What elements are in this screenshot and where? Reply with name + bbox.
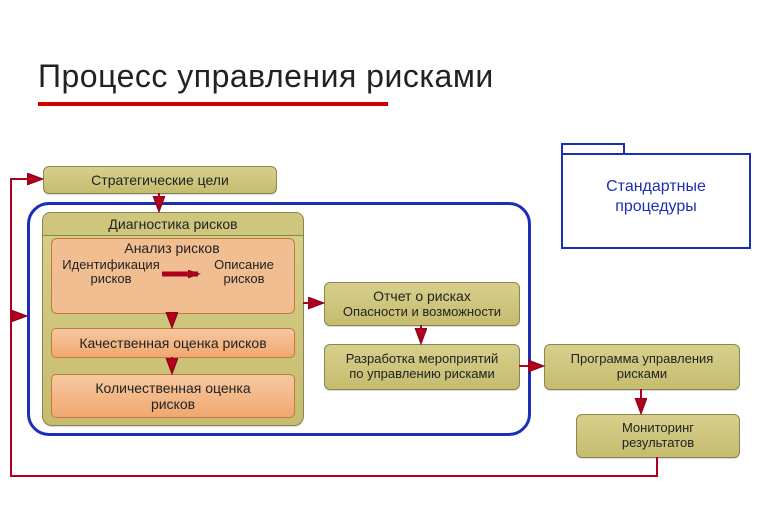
procedures-line2: процедуры [615, 198, 697, 215]
label-meas-2: по управлению рисками [349, 367, 495, 382]
label-prog-1: Программа управления [571, 352, 714, 367]
text-desc-1: Описание [214, 257, 274, 272]
label-description: Описание рисков [200, 258, 288, 287]
label-meas-1: Разработка мероприятий [346, 352, 499, 367]
text-ident-2: рисков [91, 271, 132, 286]
header-diagnostics: Диагностика рисков [42, 212, 304, 236]
box-monitoring: Мониторинг результатов [576, 414, 740, 458]
label-quant-1: Количественная оценка [95, 380, 250, 396]
page-title: Процесс управления рисками [38, 58, 494, 95]
diagram-canvas: Процесс управления рисками Стандартные п… [0, 0, 768, 512]
title-underline [38, 102, 388, 106]
text-ident-1: Идентификация [62, 257, 159, 272]
label-mon-1: Мониторинг [622, 421, 694, 436]
box-program: Программа управления рисками [544, 344, 740, 390]
label-diagnostics: Диагностика рисков [108, 216, 237, 232]
procedures-frame: Стандартные процедуры [561, 153, 751, 249]
label-report-1: Отчет о рисках [373, 288, 471, 304]
label-prog-2: рисками [617, 367, 667, 382]
box-qualitative: Качественная оценка рисков [51, 328, 295, 358]
label-report-2: Опасности и возможности [343, 305, 501, 320]
procedures-line1: Стандартные [606, 178, 706, 195]
label-qualitative: Качественная оценка рисков [79, 335, 266, 351]
label-analysis-title: Анализ рисков [51, 240, 293, 256]
text-analysis-title: Анализ рисков [124, 240, 219, 256]
box-measures: Разработка мероприятий по управлению рис… [324, 344, 520, 390]
box-report: Отчет о рисках Опасности и возможности [324, 282, 520, 326]
label-identification: Идентификация рисков [56, 258, 166, 287]
label-strategic-goals: Стратегические цели [91, 172, 229, 188]
label-mon-2: результатов [622, 436, 694, 451]
procedures-text: Стандартные процедуры [563, 155, 749, 217]
label-quant-2: рисков [151, 396, 195, 412]
box-strategic-goals: Стратегические цели [43, 166, 277, 194]
text-desc-2: рисков [224, 271, 265, 286]
box-quantitative: Количественная оценка рисков [51, 374, 295, 418]
